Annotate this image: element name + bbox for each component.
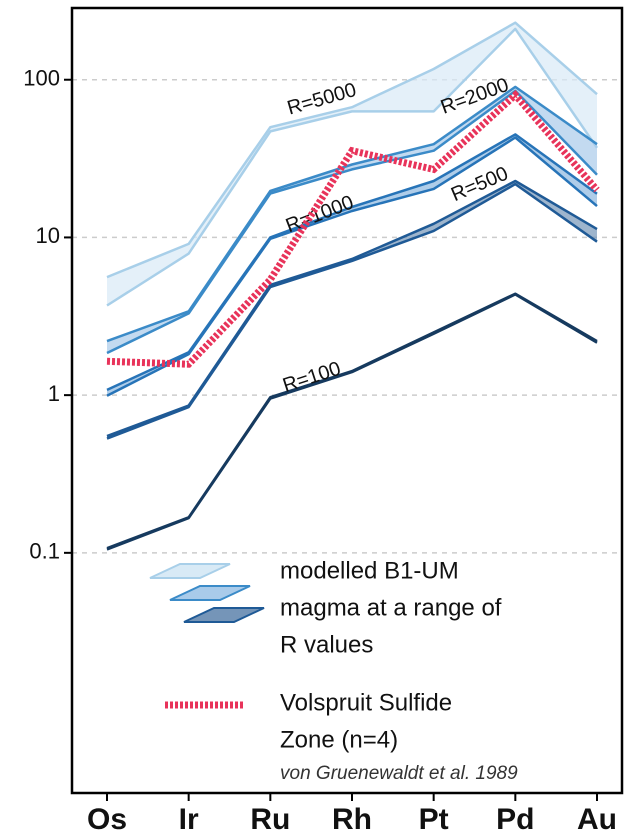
band-label: R=100 (280, 358, 343, 397)
series-line (106, 89, 600, 368)
band-upper (106, 179, 598, 438)
legend-swatch (183, 607, 265, 623)
x-tick-label: Rh (332, 803, 372, 836)
citation: von Gruenewaldt et al. 1989 (280, 763, 518, 784)
legend-text: magma at a range of (280, 594, 502, 621)
legend-text: Volspruit Sulfide (280, 689, 452, 716)
legend-text: Zone (n=4) (280, 726, 398, 753)
legend-swatch (149, 563, 231, 579)
y-tick-label: 1 (48, 381, 60, 406)
plot-frame (70, 6, 624, 795)
x-tick-label: Pd (496, 803, 534, 836)
y-tick-label: 100 (23, 66, 60, 91)
band-lower (106, 182, 598, 440)
band-upper (106, 85, 598, 343)
legend-text: modelled B1-UM (280, 557, 459, 584)
x-tick-label: Os (87, 803, 127, 836)
x-tick-label: Ru (250, 803, 290, 836)
band-upper (106, 21, 598, 279)
x-tick-label: Ir (179, 803, 199, 836)
band-lower (106, 136, 598, 397)
band-fill (107, 181, 597, 439)
band-upper (106, 292, 598, 550)
band-label: R=1000 (283, 191, 357, 237)
band-lower (106, 27, 599, 307)
band-lower (106, 293, 598, 551)
y-tick-label: 0.1 (29, 539, 60, 564)
x-tick-label: Au (577, 803, 617, 836)
x-tick-label: Pt (419, 803, 449, 836)
legend-text: R values (280, 631, 373, 658)
y-tick-label: 10 (36, 223, 60, 248)
band-fill (107, 86, 597, 354)
band-fill (107, 293, 597, 550)
legend-swatch (169, 585, 251, 601)
